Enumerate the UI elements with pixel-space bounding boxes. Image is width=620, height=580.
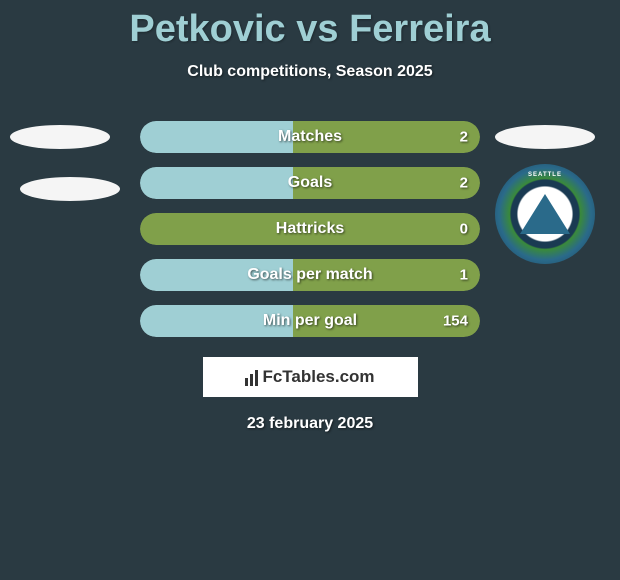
comparison-title: Petkovic vs Ferreira [0,0,620,51]
stat-row-hattricks: Hattricks 0 [140,213,480,245]
stat-value-right: 0 [460,221,468,238]
player-right-badge: SEATTLE [490,125,600,264]
stat-label: Matches [278,128,342,146]
stat-row-matches: Matches 2 [140,121,480,153]
branding-text: FcTables.com [262,367,374,387]
stat-label: Hattricks [276,220,344,238]
stat-value-right: 2 [460,175,468,192]
stat-bar-left [140,121,293,153]
stat-row-min-per-goal: Min per goal 154 [140,305,480,337]
player-left-badge [10,125,110,215]
chart-bars-icon [245,368,258,386]
stat-row-goals: Goals 2 [140,167,480,199]
stat-bar-left [140,167,293,199]
ellipse-shape [495,125,595,149]
branding-box[interactable]: FcTables.com [203,357,418,397]
subtitle: Club competitions, Season 2025 [0,63,620,81]
stat-value-right: 2 [460,129,468,146]
stat-label: Min per goal [263,312,357,330]
stat-value-right: 1 [460,267,468,284]
ellipse-shape [20,177,120,201]
stat-row-goals-per-match: Goals per match 1 [140,259,480,291]
stat-label: Goals per match [247,266,372,284]
ellipse-shape [10,125,110,149]
date-text: 23 february 2025 [0,415,620,433]
stat-label: Goals [288,174,332,192]
team-logo-text: SEATTLE [528,172,562,178]
stat-value-right: 154 [443,313,468,330]
team-logo-icon: SEATTLE [495,164,595,264]
